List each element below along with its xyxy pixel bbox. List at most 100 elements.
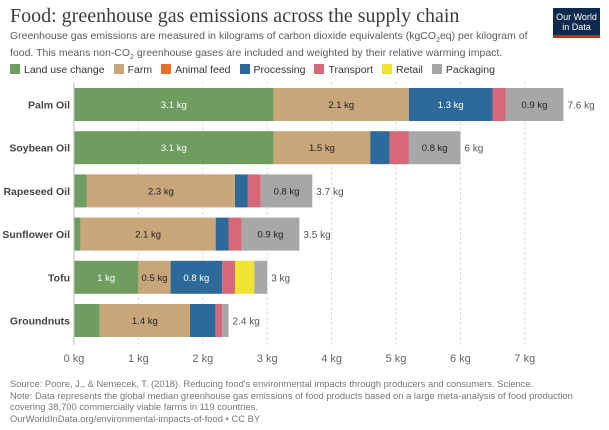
total-value-label: 6 kg [464, 144, 483, 155]
legend-label: Processing [253, 64, 306, 77]
total-value-label: 3.5 kg [303, 230, 330, 241]
legend-item-processing[interactable]: Processing [239, 64, 306, 77]
bar-segment[interactable] [260, 174, 313, 208]
category-label: Rapeseed Oil [3, 186, 70, 198]
total-value-label: 3 kg [271, 273, 290, 284]
bar-segment[interactable] [222, 304, 229, 337]
bar-segment[interactable] [99, 304, 190, 337]
segment-value-label: 1.5 kg [309, 143, 335, 154]
legend-swatch [431, 64, 442, 75]
total-value-label: 7.6 kg [567, 101, 594, 112]
bar-segment[interactable] [215, 304, 223, 337]
bar-segment[interactable] [74, 88, 274, 121]
legend-label: Transport [328, 64, 374, 77]
bar-segment[interactable] [254, 260, 268, 294]
subtitle-subscript-2: 2 [130, 54, 134, 62]
footer-note: Note: Data represents the global median … [10, 389, 573, 413]
legend-label: Packaging [445, 64, 495, 77]
chart-legend: Land use change Farm Animal feed Processing… [10, 64, 504, 78]
x-tick-label: 4 kg [321, 353, 342, 365]
footer-source: Source: Poore, J., & Nemecek, T. (2018).… [10, 378, 534, 389]
legend-item-animal-feed[interactable]: Animal feed [161, 64, 231, 77]
x-tick-label: 6 kg [450, 353, 471, 365]
segment-value-label: 0.8 kg [183, 273, 209, 284]
legend-swatch [10, 64, 20, 75]
subtitle-text-1: Greenhouse gas emissions are measured in… [10, 30, 437, 42]
segment-value-label: 0.5 kg [142, 273, 168, 284]
logo-accent-bar [553, 35, 600, 38]
logo-line-1: Our World [556, 12, 597, 22]
x-tick-label: 2 kg [192, 353, 213, 365]
segment-value-label: 1.4 kg [132, 316, 158, 327]
bar-segment[interactable] [247, 174, 261, 208]
segment-value-label: 0.8 kg [274, 186, 300, 197]
segment-value-label: 2.1 kg [135, 230, 161, 241]
chart-footer: Source: Poore, J., & Nemecek, T. (2018).… [10, 378, 600, 424]
bar-segment[interactable] [235, 260, 255, 294]
bar-segment[interactable] [492, 88, 506, 121]
x-tick-label: 5 kg [386, 353, 407, 365]
bar-segment[interactable] [235, 174, 248, 208]
legend-item-farm[interactable]: Farm [113, 64, 153, 77]
logo-line-2: in Data [562, 22, 591, 32]
legend-swatch [113, 64, 124, 75]
our-world-in-data-logo[interactable]: Our World in Data [553, 8, 600, 38]
legend-item-transport[interactable]: Transport [314, 64, 373, 76]
footer-url[interactable]: OurWorldInData.org/environmental-impacts… [10, 412, 261, 424]
subtitle-text-3: greenhouse gases are included and weight… [133, 47, 503, 60]
chart-subtitle: Greenhouse gas emissions are measured in… [10, 30, 530, 64]
segment-value-label: 2.3 kg [148, 186, 174, 197]
segment-value-label: 3.1 kg [161, 143, 187, 154]
bar-segment[interactable] [222, 260, 235, 294]
bar-segment[interactable] [215, 217, 229, 251]
bar-segment[interactable] [241, 217, 300, 251]
bar-segment[interactable] [408, 131, 461, 165]
bar-segment[interactable] [273, 88, 409, 121]
category-label: Groundnuts [10, 316, 70, 328]
legend-label: Animal feed [175, 64, 231, 77]
segment-value-label: 0.8 kg [422, 143, 448, 154]
segment-value-label: 0.9 kg [257, 230, 283, 241]
stacked-bar-chart: 0 kg 1 kg 2 kg 3 kg 4 kg 5 kg 6 kg 7 kg Palm Oil… [2, 82, 595, 365]
chart-title: Food: greenhouse gas emissions across th… [10, 5, 460, 27]
legend-item-retail[interactable]: Retail [382, 64, 423, 76]
bar-segment[interactable] [189, 304, 216, 337]
x-tick-label: 3 kg [257, 353, 278, 365]
legend-label: Land use change [24, 64, 105, 77]
bar-segment[interactable] [74, 217, 81, 251]
x-tick-label: 1 kg [128, 353, 149, 365]
bar-segment[interactable] [170, 260, 223, 294]
legend-item-packaging[interactable]: Packaging [431, 64, 495, 77]
bar-segment[interactable] [370, 131, 390, 165]
category-label: Sunflower Oil [2, 229, 70, 241]
bar-segment[interactable] [389, 131, 409, 165]
legend-swatch [239, 64, 250, 75]
segment-value-label: 1.3 kg [438, 100, 464, 111]
bar-segment[interactable] [74, 260, 139, 294]
bar-segment[interactable] [74, 174, 87, 208]
segment-value-label: 0.9 kg [522, 100, 548, 111]
total-value-label: 3.7 kg [316, 187, 343, 198]
total-value-label: 2.4 kg [233, 317, 260, 328]
segment-value-label: 1 kg [97, 273, 115, 284]
category-label: Soybean Oil [9, 143, 70, 155]
legend-swatch [161, 64, 172, 75]
bar-segment[interactable] [408, 88, 493, 121]
bar-segment[interactable] [74, 131, 274, 165]
legend-swatch [382, 64, 393, 75]
legend-label: Farm [127, 64, 153, 77]
bar-segment[interactable] [505, 88, 564, 121]
category-label: Palm Oil [28, 100, 70, 112]
bar-segment[interactable] [80, 217, 216, 251]
bar-segment[interactable] [86, 174, 235, 208]
x-tick-label: 0 kg [64, 353, 85, 365]
bar-segment[interactable] [273, 131, 371, 165]
segment-value-label: 2.1 kg [328, 100, 354, 111]
legend-label: Retail [396, 64, 423, 77]
bar-segment[interactable] [74, 304, 100, 337]
bar-segment[interactable] [228, 217, 242, 251]
subtitle-subscript-1: 2 [436, 37, 440, 45]
bar-segment[interactable] [138, 260, 171, 294]
legend-item-land-use-change[interactable]: Land use change [10, 64, 105, 76]
segment-value-label: 3.1 kg [161, 100, 187, 111]
